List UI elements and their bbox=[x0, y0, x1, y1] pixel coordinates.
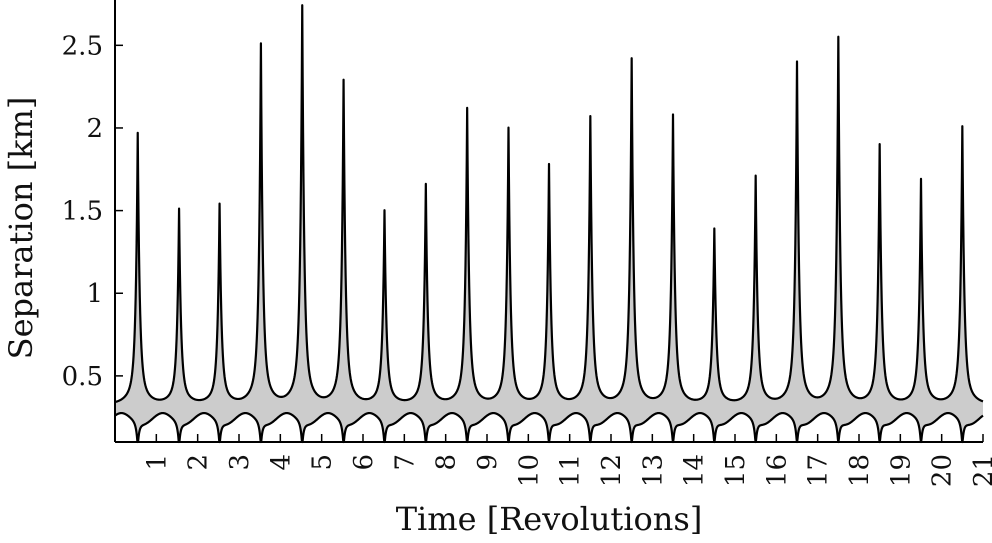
x-tick-label: 20 bbox=[928, 454, 958, 487]
x-tick-label: 6 bbox=[349, 454, 379, 471]
x-tick-label: 13 bbox=[638, 454, 668, 487]
x-tick-label: 12 bbox=[597, 454, 627, 487]
x-tick-label: 9 bbox=[473, 454, 503, 471]
y-tick-label: 2.5 bbox=[62, 31, 103, 61]
x-tick-label: 5 bbox=[308, 454, 338, 471]
x-tick-label: 14 bbox=[680, 454, 710, 487]
y-tick-label: 0.5 bbox=[62, 362, 103, 392]
x-tick-label: 18 bbox=[845, 454, 875, 487]
x-tick-label: 11 bbox=[556, 454, 586, 487]
x-tick-label: 4 bbox=[266, 454, 296, 471]
x-tick-label: 10 bbox=[514, 454, 544, 487]
y-axis-title: Separation [km] bbox=[2, 97, 40, 360]
x-tick-label: 2 bbox=[184, 454, 214, 471]
x-tick-label: 15 bbox=[721, 454, 751, 487]
axes bbox=[114, 0, 983, 443]
x-tick-label: 3 bbox=[225, 454, 255, 471]
x-tick-label: 19 bbox=[886, 454, 916, 487]
y-tick-label: 2 bbox=[86, 114, 103, 144]
upper-curve bbox=[114, 4, 984, 404]
x-ticks: 1 2 3 4 5 6 7 8 9 10 11 12 13 14 15 16 17 18 19 20 21 bbox=[142, 434, 992, 487]
x-tick-label: 16 bbox=[762, 454, 792, 487]
x-tick-label: 21 bbox=[969, 454, 992, 487]
y-ticks: 0.5 1 1.5 2 2.5 bbox=[62, 31, 123, 392]
y-tick-label: 1.5 bbox=[62, 197, 103, 227]
x-tick-label: 17 bbox=[804, 454, 834, 487]
x-tick-label: 1 bbox=[142, 454, 172, 471]
x-axis-title: Time [Revolutions] bbox=[396, 500, 703, 538]
y-tick-label: 1 bbox=[86, 279, 103, 309]
x-tick-label: 7 bbox=[390, 454, 420, 471]
x-tick-label: 8 bbox=[432, 454, 462, 471]
